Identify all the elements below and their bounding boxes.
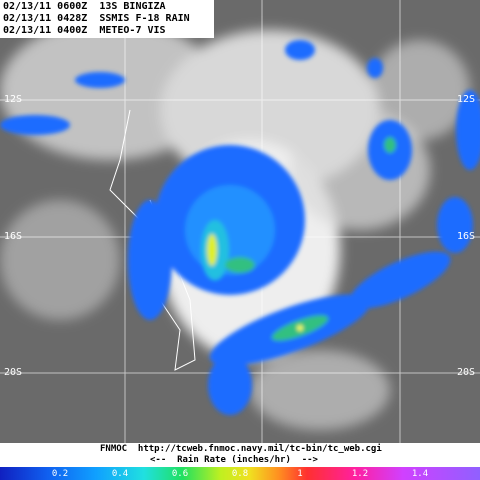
coastline	[109, 109, 196, 371]
source-url: FNMOC http://tcweb.fnmoc.navy.mil/tc-bin…	[100, 444, 382, 454]
lat-label: 12S	[457, 94, 476, 105]
header-line: 02/13/11 0400Z METEO-7 VIS	[3, 25, 166, 36]
colorbar-tick-label: 0.4	[111, 469, 129, 479]
colorbar	[0, 467, 480, 480]
rain-field	[0, 40, 480, 415]
lat-label: 20S	[4, 367, 23, 378]
lat-label: 12S	[4, 94, 23, 105]
colorbar-tick-label: 0.8	[231, 469, 249, 479]
colorbar-title: <-- Rain Rate (inches/hr) -->	[150, 455, 318, 465]
lat-label: 16S	[457, 231, 476, 242]
colorbar-tick-label: 1.2	[351, 469, 369, 479]
header-line: 02/13/11 0600Z 13S BINGIZA	[3, 1, 166, 12]
header: 02/13/11 0600Z 13S BINGIZA 02/13/11 0428…	[0, 0, 214, 38]
colorbar-tick-label: 1	[297, 469, 303, 479]
colorbar-tick-label: 0.6	[171, 469, 189, 479]
clouds	[0, 20, 470, 430]
imagery	[0, 0, 480, 443]
lat-label: 20S	[457, 367, 476, 378]
header-line: 02/13/11 0428Z SSMIS F-18 RAIN	[3, 13, 190, 24]
footer: FNMOC http://tcweb.fnmoc.navy.mil/tc-bin…	[0, 443, 480, 467]
colorbar-tick-label: 0.2	[51, 469, 69, 479]
lat-label: 16S	[4, 231, 23, 242]
colorbar-tick-label: 1.4	[411, 469, 429, 479]
